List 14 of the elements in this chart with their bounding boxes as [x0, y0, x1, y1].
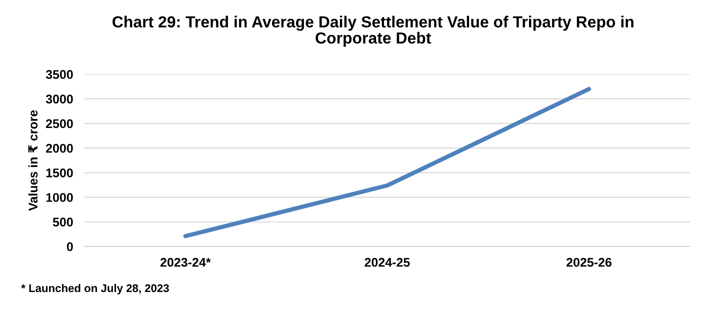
y-tick-label: 500: [52, 218, 73, 227]
y-tick-label: 3000: [46, 94, 73, 104]
x-tick-label: 2025-26: [566, 258, 612, 267]
x-tick-label: 2024-25: [364, 258, 410, 267]
text: * Launched on July 28, 2023: [21, 284, 169, 294]
chart-title: Chart 29: Trend in Average Daily Settlement Value of Triparty Repo in Corporate Debt: [112, 16, 634, 47]
y-tick-label: 1000: [46, 193, 73, 202]
y-tick-label: 2500: [46, 119, 73, 128]
y-tick-label: 1500: [46, 168, 73, 178]
y-axis-title: Values in ₹ crore: [28, 110, 38, 211]
x-tick-label: 2023-24*: [160, 258, 211, 267]
y-tick-label: 0: [66, 242, 73, 252]
y-tick-label: 3500: [46, 70, 73, 79]
y-tick-label: 2000: [46, 144, 73, 153]
